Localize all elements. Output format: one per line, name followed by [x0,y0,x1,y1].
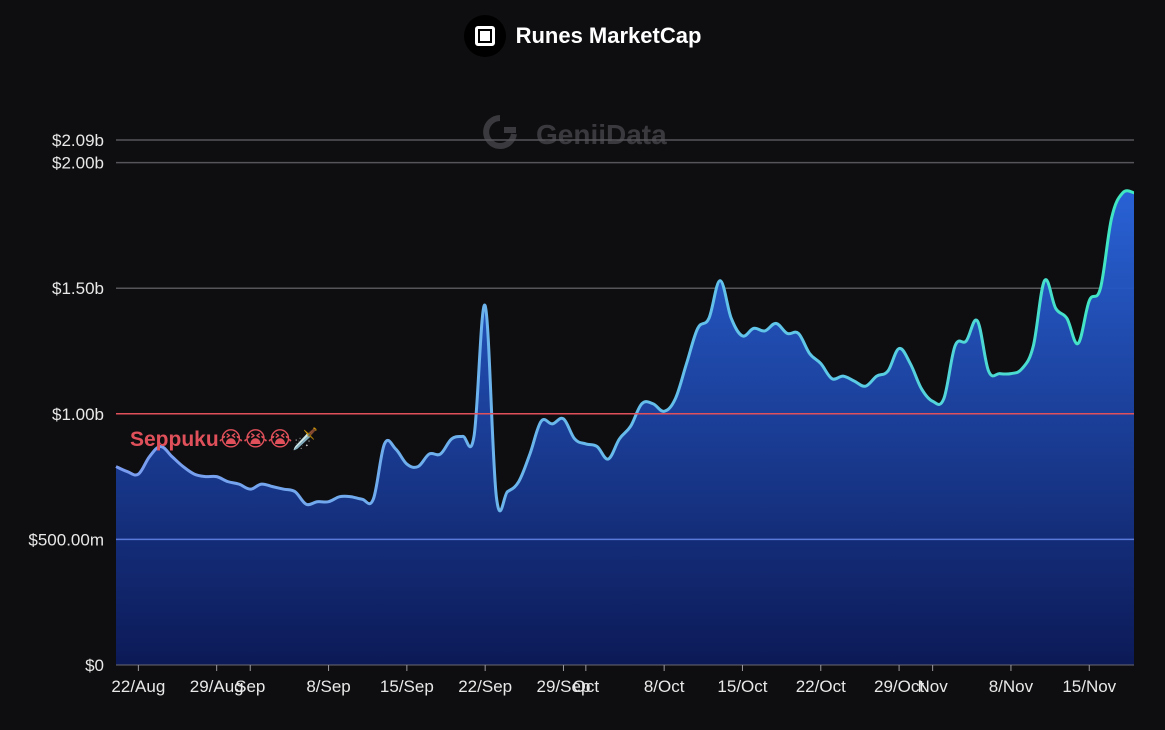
geniidata-logo-icon [483,115,517,149]
y-tick-label: $2.09b [52,131,104,150]
x-tick-label: 8/Sep [306,677,350,696]
x-tick-label: 15/Sep [380,677,434,696]
y-tick-label: $1.50b [52,279,104,298]
x-tick-label: 29/Aug [190,677,244,696]
area-layer [115,189,1135,666]
x-tick-label: 22/Sep [458,677,512,696]
x-tick-label: Sep [235,677,265,696]
x-tick-label: 8/Nov [989,677,1034,696]
x-tick-label: 22/Aug [111,677,165,696]
y-tick-label: $0 [85,656,104,675]
square-icon [463,15,506,57]
x-tick-label: Oct [573,677,600,696]
market-cap-line [115,189,1135,513]
watermark-text: GeniiData [536,119,667,150]
x-tick-label: 29/Oct [874,677,924,696]
threshold-annotation: Seppuku😭😭😭🗡️ [130,426,318,451]
x-tick-label: 29/Sep [537,677,591,696]
y-axis: $0 $500.00m $1.00b $1.50b $2.00b $2.09b [28,131,104,675]
market-cap-area [116,190,1134,666]
threshold-layer: Seppuku😭😭😭🗡️ [116,413,1134,451]
chart-header: Runes MarketCap [0,14,1165,58]
x-tick-label: 15/Oct [717,677,767,696]
y-tick-label: $500.00m [28,530,104,549]
x-tick-label: Nov [918,677,949,696]
x-tick-label: 22/Oct [796,677,846,696]
y-tick-label: $2.00b [52,154,104,173]
x-tick-label: 15/Nov [1062,677,1116,696]
watermark: GeniiData [483,115,667,150]
chart-title: Runes MarketCap [515,23,702,48]
y-tick-label: $1.00b [52,405,104,424]
x-tick-label: 8/Oct [644,677,685,696]
